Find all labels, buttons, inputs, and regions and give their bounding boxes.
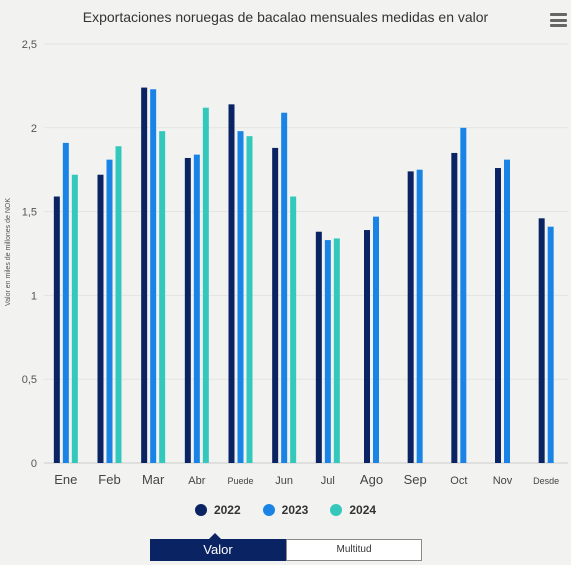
bar [324, 240, 331, 463]
bar [407, 171, 414, 463]
bar-chart: 0 0,5 1 1,5 2 2,5 Valor en miles de millones d… [5, 39, 568, 487]
x-tick-label: Desde [533, 476, 559, 486]
bar [364, 230, 370, 463]
bar [547, 226, 554, 463]
bar [281, 112, 288, 463]
bar [495, 168, 501, 464]
bar [228, 104, 235, 463]
legend-label: 2023 [281, 503, 309, 517]
bar [504, 159, 510, 464]
bar [373, 216, 379, 463]
valor-toggle-button[interactable]: Valor [150, 533, 286, 561]
hamburger-menu-icon[interactable] [550, 13, 567, 27]
view-toggle: Valor Multitud [150, 533, 422, 561]
bar [115, 146, 122, 463]
y-tick-label: 0 [31, 458, 37, 470]
valor-toggle-label: Valor [203, 542, 233, 557]
bar [150, 89, 157, 463]
legend-marker [194, 504, 207, 516]
bar [159, 131, 166, 464]
legend-item[interactable]: 2022 [194, 503, 241, 517]
y-tick-label: 2,5 [22, 39, 37, 51]
chart-title: Exportaciones noruegas de bacalao mensua… [82, 9, 489, 25]
bar [237, 131, 244, 464]
bar [290, 196, 297, 464]
bar [451, 152, 458, 463]
x-tick-label: Jul [321, 475, 335, 487]
y-axis-title: Valor en miles de millones de NOK [5, 198, 12, 306]
legend-label: 2022 [213, 503, 241, 517]
bar [202, 107, 209, 464]
multitud-toggle-label: Multitud [336, 544, 372, 555]
active-indicator-arrow [208, 533, 222, 540]
bar [97, 174, 104, 463]
bar [71, 174, 78, 463]
bar [538, 218, 545, 463]
bar [141, 87, 148, 464]
x-tick-label: Sep [404, 472, 427, 487]
y-tick-label: 2 [31, 123, 37, 135]
x-tick-label: Nov [493, 475, 513, 487]
x-tick-label: Ene [54, 472, 77, 487]
x-tick-label: Mar [142, 472, 165, 487]
legend-item[interactable]: 2024 [330, 503, 376, 517]
multitud-toggle-button[interactable]: Multitud [286, 539, 422, 561]
bar [53, 196, 60, 464]
x-tick-label: Ago [360, 472, 383, 487]
bar [193, 154, 200, 463]
legend-marker [330, 504, 343, 516]
legend: 2022 2023 2024 [0, 503, 571, 517]
y-tick-label: 1 [31, 290, 37, 302]
y-tick-label: 1,5 [22, 207, 37, 219]
x-tick-label: Abr [188, 475, 205, 487]
bar [315, 231, 322, 463]
legend-label: 2024 [349, 503, 377, 517]
bar [246, 136, 253, 463]
x-tick-label: Oct [450, 475, 467, 487]
y-tick-label: 0,5 [22, 374, 37, 386]
bar [184, 157, 191, 463]
legend-item[interactable]: 2023 [262, 503, 309, 517]
bar [62, 142, 69, 463]
x-tick-label: Puede [227, 476, 253, 486]
bar [106, 159, 113, 464]
bar [272, 147, 279, 464]
bar [333, 238, 340, 463]
bar [416, 169, 423, 463]
x-tick-label: Feb [98, 472, 120, 487]
legend-marker [262, 504, 275, 516]
bar [460, 127, 467, 464]
x-tick-label: Jun [275, 475, 293, 487]
